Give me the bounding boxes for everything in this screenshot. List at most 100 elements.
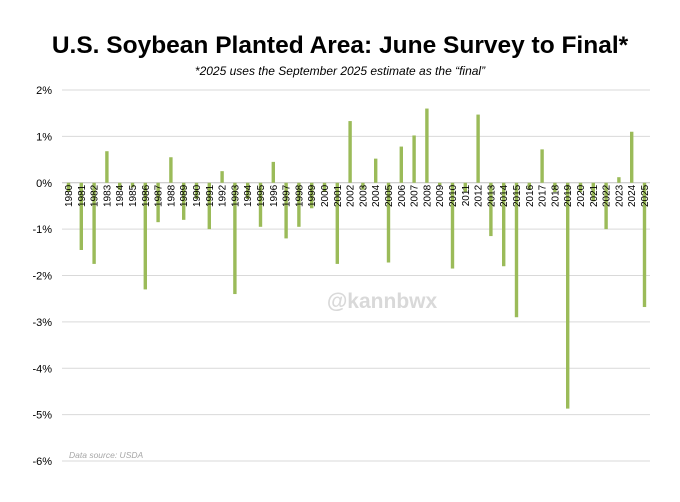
bar-2017 [540,149,544,183]
watermark: @kannbwx [327,290,438,313]
bar-2016 [527,182,531,190]
bar-1991 [207,182,211,230]
x-tick-label: 2016 [525,184,536,207]
x-tick-label: 2000 [320,184,331,207]
bar-series [66,108,647,409]
x-tick-label: 2004 [371,184,382,207]
bar-1989 [182,182,186,220]
bar-1999 [310,182,314,209]
bar-1987 [156,182,160,223]
x-tick-label: 1992 [218,184,229,207]
x-tick-label: 1995 [256,184,267,207]
bar-1988 [169,157,173,183]
bar-1993 [233,182,237,295]
x-tick-label: 2017 [538,184,549,207]
x-tick-label: 2013 [486,184,497,207]
x-tick-label: 2025 [640,184,651,207]
x-tick-label: 1990 [192,184,203,207]
y-tick-label: -6% [32,456,52,468]
bar-1986 [143,182,147,290]
bar-1992 [220,171,224,183]
x-tick-label: 1996 [269,184,280,207]
x-tick-label: 1989 [179,184,190,207]
x-tick-label: 1983 [102,184,113,207]
bar-2019 [566,182,570,409]
x-tick-label: 1997 [282,184,293,207]
x-tick-label: 1991 [205,184,216,207]
bar-1982 [92,182,96,264]
y-tick-label: -3% [32,317,52,329]
y-axis: 2% 1% 0% -1% -2% -3% -4% -5% -6% [32,85,52,468]
x-tick-label: 2024 [627,184,638,207]
bar-2004 [374,158,378,183]
bar-2008 [425,108,429,183]
chart-title: U.S. Soybean Planted Area: June Survey t… [51,32,629,59]
bar-1998 [297,182,301,227]
y-tick-label: -2% [32,271,52,283]
x-tick-label: 2023 [614,184,625,207]
bar-1997 [284,182,288,239]
x-tick-label: 2006 [397,184,408,207]
bar-2011 [463,182,467,193]
x-tick-label: 1993 [230,184,241,207]
y-tick-label: -4% [32,363,52,375]
x-tick-label: 2005 [384,184,395,207]
bar-2003 [361,182,365,190]
chart-subtitle: *2025 uses the September 2025 estimate a… [194,64,486,78]
bar-2021 [591,182,595,202]
bar-2015 [514,182,519,318]
x-tick-label: 2008 [422,184,433,207]
bar-1996 [271,161,275,183]
x-tick-label: 2003 [358,184,369,207]
x-tick-label: 2010 [448,184,459,207]
bar-2022 [604,182,608,230]
bar-1981 [79,182,83,250]
source-note: Data source: USDA [69,450,143,460]
bar-2005 [386,182,391,263]
bar-2010 [450,182,455,269]
y-tick-label: -5% [32,410,52,422]
y-tick-label: 0% [36,178,52,190]
bar-1980 [66,182,71,193]
bar-2025 [642,182,647,308]
x-tick-label: 2018 [550,184,561,207]
bar-1983 [105,151,109,183]
bar-2014 [502,182,506,267]
x-tick-label: 1986 [141,184,152,207]
x-tick-label: 1987 [154,184,165,207]
x-tick-label: 2007 [410,184,421,207]
bar-2006 [399,146,403,183]
bar-2023 [617,177,621,183]
bar-2013 [489,182,493,237]
x-tick-label: 2002 [346,184,357,207]
x-tick-label: 1982 [90,184,101,207]
y-tick-label: 2% [36,85,52,97]
bar-2024 [630,131,634,183]
x-tick-label: 1988 [166,184,177,207]
bar-1994 [246,182,250,199]
x-tick-label: 1985 [128,184,139,207]
bar-1995 [258,182,263,227]
x-tick-label: 1984 [115,184,126,207]
bar-2007 [412,135,416,183]
x-tick-label: 2011 [461,184,472,206]
x-tick-label: 1999 [307,184,318,207]
bar-2001 [335,182,339,264]
bar-1990 [194,182,199,199]
bar-2020 [578,182,583,193]
bar-1985 [130,182,135,188]
x-tick-label: 2019 [563,184,574,207]
bar-2002 [348,121,352,183]
x-tick-label: 2015 [512,184,523,207]
y-tick-label: 1% [36,131,52,143]
x-tick-label: 2009 [435,184,446,207]
bar-2009 [438,182,442,186]
x-tick-label: 1980 [64,184,75,207]
gridlines [62,89,650,462]
bar-2012 [476,114,480,183]
x-tick-label: 2001 [333,184,344,207]
bar-2018 [553,182,557,193]
x-axis: 1980 1981 1982 1983 1984 1985 1986 1987 1988 1989… [64,184,651,207]
x-tick-label: 2022 [602,184,613,207]
x-tick-label: 2014 [499,184,510,207]
